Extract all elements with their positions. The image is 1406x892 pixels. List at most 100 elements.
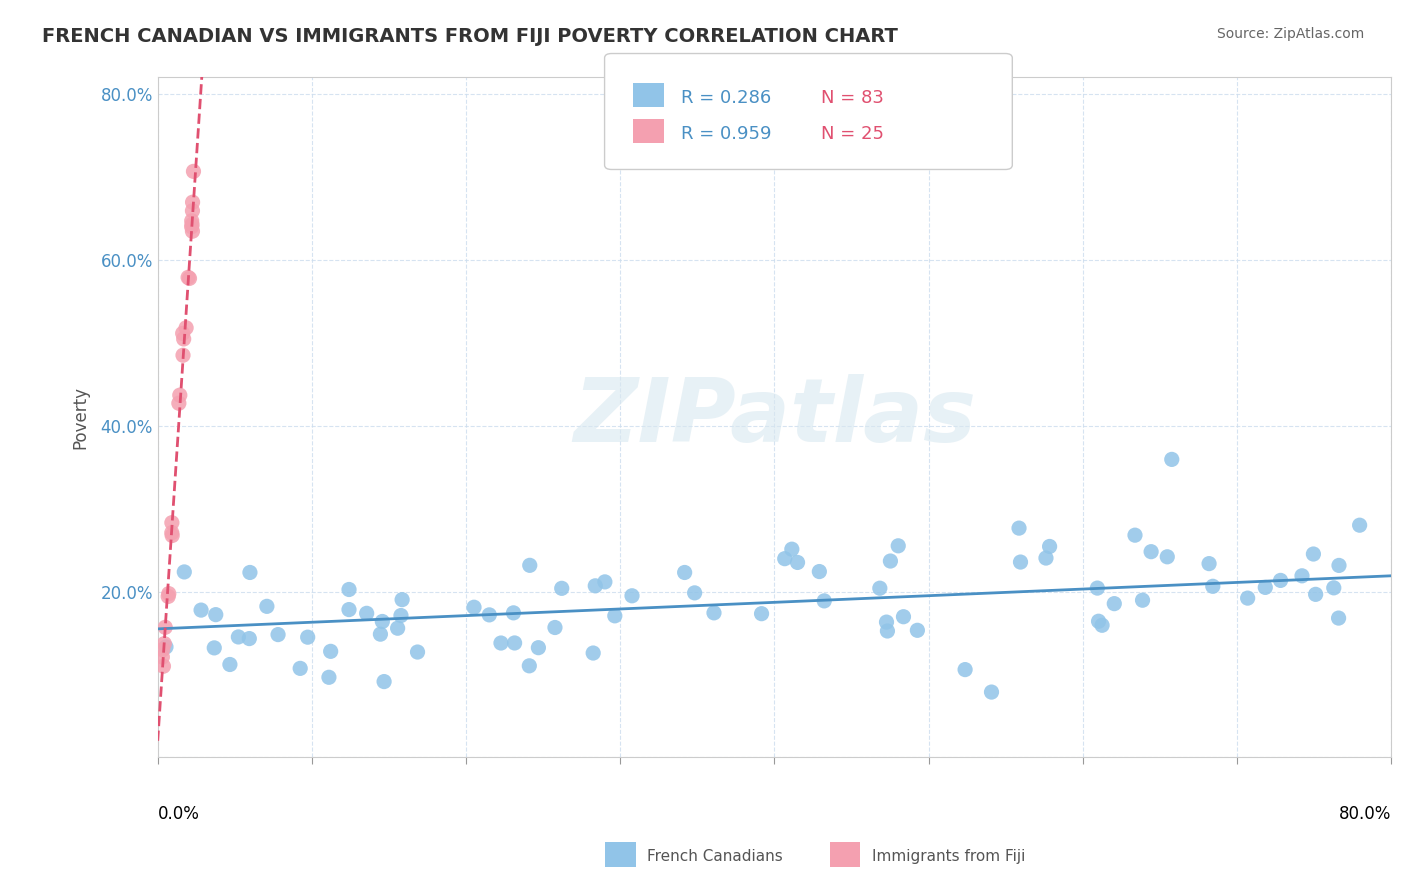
Point: [290, 661, 312, 675]
Point: [544, 620, 567, 634]
Point: [391, 592, 413, 607]
Point: [181, 203, 204, 218]
Point: [1160, 452, 1182, 467]
Point: [179, 271, 201, 285]
Point: [172, 326, 194, 341]
Point: [319, 644, 342, 658]
Point: [297, 630, 319, 644]
Point: [180, 214, 202, 228]
Point: [478, 607, 501, 622]
Point: [160, 528, 183, 542]
Point: [673, 566, 696, 580]
Point: [190, 603, 212, 617]
Point: [876, 624, 898, 638]
Point: [183, 164, 205, 178]
Point: [238, 632, 260, 646]
Text: R = 0.959: R = 0.959: [681, 125, 770, 143]
Text: Source: ZipAtlas.com: Source: ZipAtlas.com: [1216, 27, 1364, 41]
Point: [406, 645, 429, 659]
Point: [239, 566, 262, 580]
Text: 80.0%: 80.0%: [1339, 805, 1391, 823]
Point: [1254, 581, 1277, 595]
Point: [1123, 528, 1146, 542]
Point: [1198, 557, 1220, 571]
Point: [373, 674, 395, 689]
Point: [150, 650, 173, 665]
Point: [169, 388, 191, 402]
Point: [267, 627, 290, 641]
Point: [387, 621, 409, 635]
Point: [155, 640, 177, 654]
Point: [337, 602, 360, 616]
Point: [174, 321, 197, 335]
Point: [463, 600, 485, 615]
Point: [1327, 558, 1350, 573]
Point: [389, 608, 412, 623]
Point: [502, 606, 524, 620]
Point: [204, 607, 226, 622]
Point: [879, 554, 901, 568]
Point: [1156, 549, 1178, 564]
Point: [1270, 574, 1292, 588]
Point: [318, 670, 340, 684]
Point: [1008, 521, 1031, 535]
Point: [155, 620, 177, 634]
Point: [173, 332, 195, 346]
Text: N = 25: N = 25: [821, 125, 884, 143]
Point: [181, 218, 204, 232]
Point: [157, 586, 180, 600]
Point: [1010, 555, 1032, 569]
Point: [1323, 581, 1346, 595]
Point: [517, 658, 540, 673]
Point: [152, 642, 174, 657]
Point: [160, 516, 183, 530]
Point: [1348, 518, 1371, 533]
Point: [181, 195, 204, 210]
Point: [773, 551, 796, 566]
Point: [1132, 593, 1154, 607]
Point: [703, 606, 725, 620]
Point: [551, 582, 574, 596]
Point: [180, 219, 202, 234]
Point: [152, 659, 174, 673]
Point: [202, 640, 225, 655]
Point: [337, 582, 360, 597]
Point: [173, 565, 195, 579]
Point: [1302, 547, 1324, 561]
Point: [527, 640, 550, 655]
Point: [1305, 587, 1327, 601]
Point: [813, 594, 835, 608]
Point: [621, 589, 644, 603]
Point: [1091, 618, 1114, 632]
Point: [1327, 611, 1350, 625]
Point: [751, 607, 773, 621]
Point: [157, 590, 180, 604]
Point: [1291, 569, 1313, 583]
Text: ZIPatlas: ZIPatlas: [572, 374, 976, 461]
Point: [603, 608, 626, 623]
Point: [869, 581, 891, 595]
Point: [808, 565, 831, 579]
Point: [1035, 551, 1057, 566]
Point: [370, 627, 392, 641]
Point: [1236, 591, 1258, 606]
Point: [153, 637, 176, 651]
Point: [1087, 614, 1109, 628]
Text: N = 83: N = 83: [821, 89, 884, 107]
Point: [1104, 597, 1126, 611]
Point: [219, 657, 242, 672]
Point: [256, 599, 278, 614]
Point: [887, 539, 910, 553]
Point: [1085, 581, 1108, 595]
Point: [177, 270, 200, 285]
Point: [583, 579, 606, 593]
Point: [371, 615, 394, 629]
Point: [167, 396, 190, 410]
Point: [503, 636, 526, 650]
Point: [1039, 540, 1062, 554]
Text: R = 0.286: R = 0.286: [681, 89, 770, 107]
Point: [519, 558, 541, 573]
Text: 0.0%: 0.0%: [157, 805, 200, 823]
Point: [593, 574, 616, 589]
Point: [489, 636, 512, 650]
